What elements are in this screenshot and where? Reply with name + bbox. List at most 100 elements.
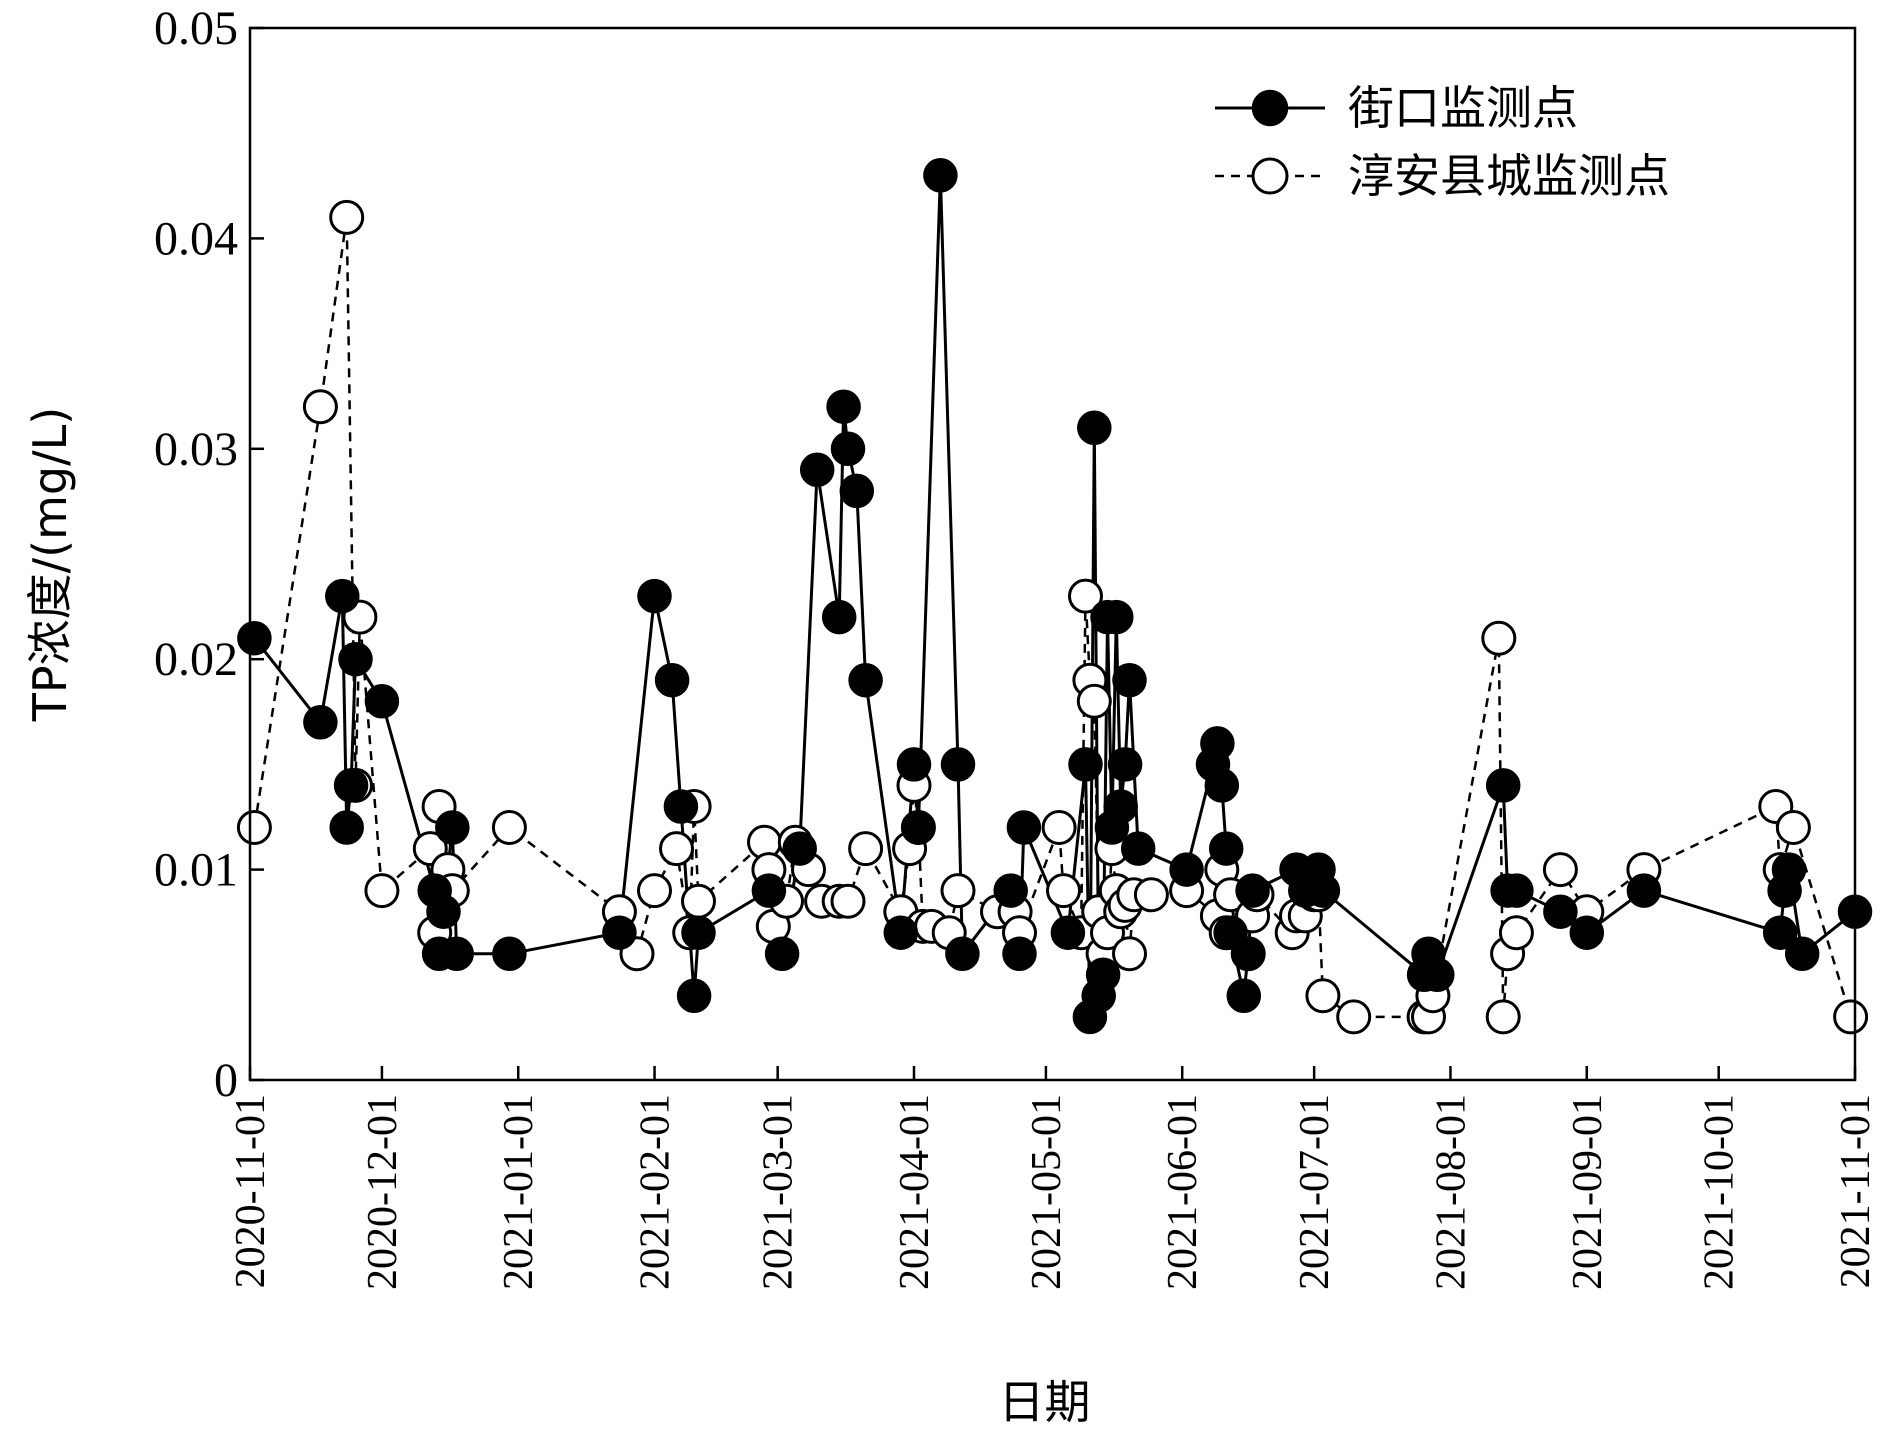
data-point-jiekou [848,662,883,698]
data-point-jiekou [1200,726,1235,761]
x-tick-labels: 2020-11-01 2020-12-01 2021-01-01 2021-02-01… [228,1094,1879,1290]
data-point-jiekou [1569,915,1605,950]
data-point-jiekou [826,389,861,424]
data-point-jiekou [681,915,716,950]
data-point-jiekou [329,810,364,845]
data-point-jiekou [1226,978,1262,1014]
x-tick-label: 2020-12-01 [360,1094,406,1290]
data-point-jiekou [945,936,980,972]
data-point-jiekou [654,662,690,698]
data-point-chunan [1068,578,1103,614]
series-layer [236,158,1873,1035]
data-point-jiekou [1077,410,1112,446]
data-point-jiekou [1103,789,1138,824]
x-tick-label: 2021-08-01 [1428,1094,1474,1290]
data-point-jiekou [764,936,800,972]
y-tick-label: 0.02 [154,633,238,686]
data-point-chunan [1112,936,1147,972]
legend-label-jiekou: 街口监测点 [1348,81,1578,135]
data-point-chunan [940,873,976,909]
data-point-jiekou [676,978,712,1014]
data-point-chunan [364,873,400,909]
data-point-jiekou [435,810,470,845]
x-tick-label: 2020-11-01 [228,1094,274,1288]
legend: 街口监测点 淳安县城监测点 [1215,81,1670,203]
data-point-jiekou [1050,915,1086,950]
y-tick-label: 0.04 [154,212,238,265]
data-point-chunan [637,873,672,909]
data-point-jiekou [1112,662,1147,698]
data-point-jiekou [237,620,272,656]
data-point-jiekou [901,810,936,845]
data-point-jiekou [333,768,369,803]
data-point-jiekou [1107,747,1143,782]
data-point-jiekou [338,641,373,677]
y-tick-label: 0.05 [154,2,238,55]
data-point-jiekou [637,578,672,614]
data-point-jiekou [1169,852,1204,887]
data-point-jiekou [1543,894,1578,929]
data-point-chunan [236,810,272,845]
data-point-chunan [1336,999,1372,1035]
data-point-jiekou [1099,599,1134,635]
data-point-jiekou [1230,936,1266,972]
data-point-chunan [1076,683,1112,719]
x-tick-label: 2021-05-01 [1024,1094,1070,1290]
data-point-jiekou [839,473,875,509]
data-point-jiekou [1771,852,1807,887]
data-point-jiekou [1002,936,1037,972]
data-point-jiekou [1762,915,1798,950]
x-tick-label: 2021-01-01 [496,1094,542,1290]
data-point-jiekou [426,894,461,929]
x-tick-label: 2021-09-01 [1565,1094,1611,1290]
data-point-jiekou [602,915,637,950]
data-point-chunan [830,883,866,919]
x-tick-label: 2021-11-01 [1833,1094,1879,1288]
data-point-jiekou [663,789,699,824]
y-tick-label: 0.03 [154,423,238,476]
legend-marker-jiekou [1251,89,1289,127]
data-point-jiekou [1068,747,1103,782]
y-tick-label: 0 [214,1054,238,1107]
data-point-jiekou [923,158,958,193]
data-point-jiekou [1120,831,1156,866]
data-point-jiekou [303,705,338,740]
data-point-jiekou [1208,831,1244,866]
data-point-jiekou [1305,873,1341,908]
legend-label-chunan: 淳安县城监测点 [1348,149,1670,203]
data-point-jiekou [896,747,932,782]
data-point-jiekou [993,873,1028,908]
data-point-jiekou [1499,873,1534,908]
data-point-chunan [302,389,338,425]
data-point-jiekou [1006,810,1042,845]
data-point-jiekou [1485,768,1521,803]
data-point-jiekou [1784,936,1820,972]
data-point-jiekou [1085,957,1121,993]
y-axis-title: TP浓度/(mg/L) [23,407,77,722]
data-point-jiekou [821,599,857,635]
data-point-chunan [681,883,716,919]
data-point-jiekou [940,747,976,782]
data-point-chunan [1498,915,1534,951]
data-point-jiekou [1204,768,1240,803]
data-point-chunan [491,810,527,845]
data-point-jiekou [830,431,866,467]
x-tick-label: 2021-07-01 [1292,1094,1338,1290]
data-point-chunan [329,199,365,235]
x-tick-label: 2021-04-01 [892,1094,938,1290]
data-point-jiekou [751,873,787,908]
data-point-jiekou [439,936,474,972]
data-point-chunan [659,831,694,867]
data-point-jiekou [1420,957,1455,993]
x-tick-label: 2021-06-01 [1160,1094,1206,1290]
x-tick-label: 2021-10-01 [1697,1094,1743,1290]
x-tick-label: 2021-03-01 [756,1094,802,1290]
plot-frame [248,26,1857,1082]
data-point-chunan [1833,999,1869,1035]
x-tick-label: 2021-02-01 [633,1094,679,1290]
data-point-chunan [1041,810,1077,845]
y-tick-labels: 0 0.01 0.02 0.03 0.04 0.05 [154,2,238,1107]
y-tick-label: 0.01 [154,844,238,897]
data-point-chunan [1133,877,1169,913]
